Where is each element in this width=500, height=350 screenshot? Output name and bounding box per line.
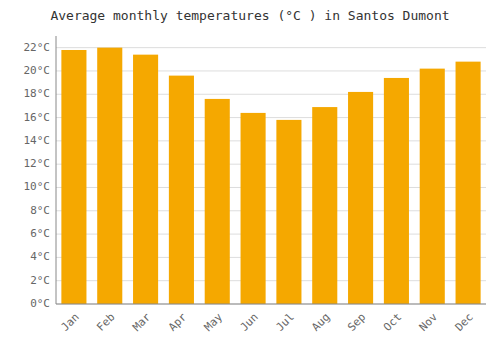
x-tick-label: Mar	[130, 310, 154, 334]
x-tick-label: Jul	[273, 311, 296, 334]
bar	[205, 99, 230, 304]
y-tick-label: 4°C	[30, 250, 50, 263]
bar	[384, 78, 409, 304]
y-tick-label: 2°C	[30, 274, 50, 287]
bar	[420, 69, 445, 304]
y-tick-label: 8°C	[30, 204, 50, 217]
x-tick-label: May	[202, 310, 226, 334]
bar	[348, 92, 373, 304]
x-tick-label: Sep	[345, 311, 368, 334]
y-tick-label: 10°C	[24, 180, 51, 193]
x-axis-line	[56, 304, 486, 305]
y-tick-label: 18°C	[24, 87, 51, 100]
bar	[312, 107, 337, 304]
bars	[61, 48, 480, 304]
x-tick-label: Aug	[309, 311, 332, 334]
y-tick-label: 14°C	[24, 134, 51, 147]
bar	[169, 76, 194, 304]
bar	[456, 62, 481, 304]
x-tick-label: Feb	[94, 311, 117, 334]
x-tick-label: Dec	[453, 311, 476, 334]
x-tick-label: Jan	[58, 311, 81, 334]
y-tick-label: 20°C	[24, 64, 51, 77]
bar	[241, 113, 266, 304]
x-tick-label: Apr	[166, 310, 190, 334]
x-tick-label: Nov	[417, 310, 441, 334]
bar	[133, 55, 158, 304]
chart-svg: 0°C 2°C 4°C 6°C 8°C 10°C 12°C 14°C 16°C 18°C 20°C 2…	[0, 0, 500, 350]
y-tick-label: 6°C	[30, 227, 50, 240]
bar	[276, 120, 301, 304]
x-tick-label: Jun	[238, 311, 261, 334]
chart-container: 0°C 2°C 4°C 6°C 8°C 10°C 12°C 14°C 16°C 18°C 20°C 2…	[0, 0, 500, 350]
y-tick-label: 16°C	[24, 111, 51, 124]
bar	[97, 48, 122, 304]
grid-line	[56, 304, 486, 305]
chart-title: Average monthly temperatures (°C ) in Sa…	[50, 8, 449, 23]
y-tick-label: 22°C	[24, 41, 51, 54]
grid	[56, 48, 486, 304]
x-tick-label: Oct	[381, 311, 404, 334]
y-tick-label: 12°C	[24, 157, 51, 170]
y-tick-label: 0°C	[30, 297, 50, 310]
bar	[61, 50, 86, 304]
y-axis-line	[56, 36, 57, 304]
